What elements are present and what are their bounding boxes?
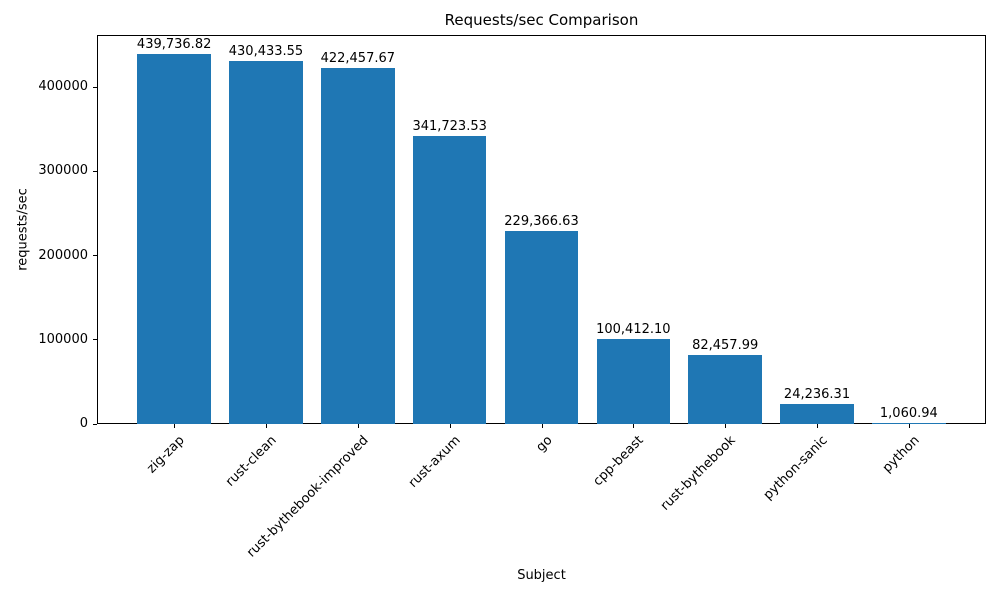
x-tick (357, 424, 359, 428)
bar (504, 230, 579, 424)
bar-value-label: 341,723.53 (412, 119, 487, 135)
bar-value-label: 422,457.67 (320, 51, 396, 67)
bar (872, 423, 946, 424)
bar-value-label: 82,457.99 (692, 337, 759, 353)
x-tick (265, 424, 267, 428)
y-tick (93, 86, 97, 88)
x-tick (633, 424, 635, 428)
bar (412, 136, 487, 424)
y-tick-label: 0 (79, 416, 88, 431)
x-tick (174, 424, 176, 428)
x-tick (449, 424, 451, 428)
y-axis-label: requests/sec (15, 188, 31, 271)
bar (596, 339, 671, 424)
y-tick (93, 255, 97, 256)
y-tick-label: 200000 (38, 247, 88, 263)
bar (137, 53, 211, 424)
bar-value-label: 24,236.31 (783, 386, 851, 402)
bar (688, 354, 762, 424)
bar-value-label: 1,060.94 (879, 406, 938, 421)
bar-value-label: 439,736.82 (136, 36, 212, 52)
bar (321, 68, 395, 424)
y-tick-label: 100000 (38, 331, 88, 347)
y-tick (93, 170, 97, 172)
x-tick (908, 424, 910, 428)
x-axis-label: Subject (517, 568, 566, 583)
bar-value-label: 100,412.10 (596, 322, 671, 338)
bar-value-label: 430,433.55 (228, 44, 304, 60)
y-tick-label: 300000 (38, 163, 88, 179)
x-tick (541, 424, 543, 428)
bar (780, 403, 854, 424)
chart-title: Requests/sec Comparison (444, 11, 639, 29)
bar (229, 61, 303, 424)
x-tick (725, 424, 727, 428)
x-tick (817, 424, 819, 428)
y-tick (93, 423, 97, 425)
bar-value-label: 229,366.63 (504, 213, 579, 229)
y-tick (93, 339, 97, 341)
y-tick-label: 400000 (38, 79, 88, 94)
